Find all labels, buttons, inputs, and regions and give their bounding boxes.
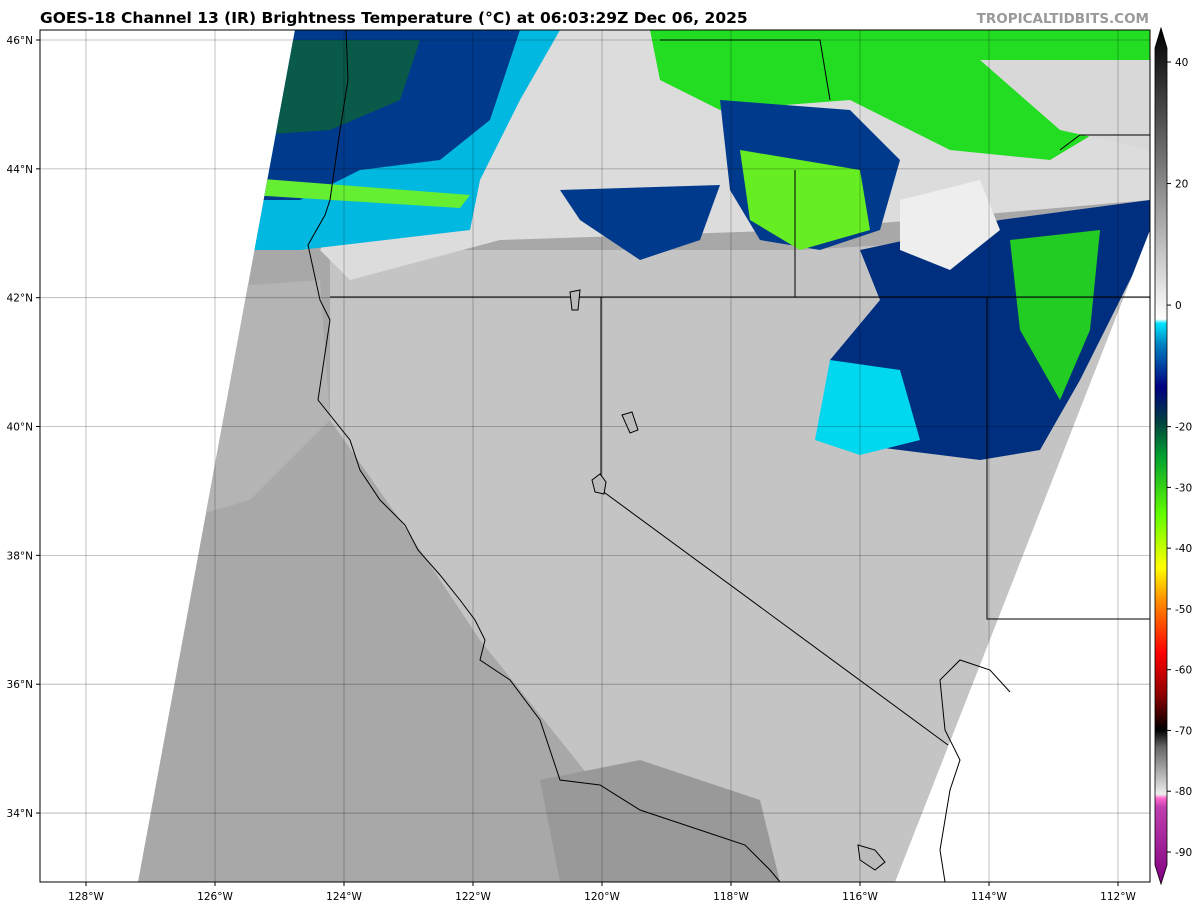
lon-tick-label: 128°W <box>68 891 104 903</box>
colorbar-tick-label: -30 <box>1175 482 1192 494</box>
colorbar-tick-label: -70 <box>1175 725 1192 737</box>
colorbar-tick-label: -60 <box>1175 665 1192 677</box>
lon-tick-label: 124°W <box>326 891 362 903</box>
lat-tick-label: 40°N <box>7 422 33 434</box>
colorbar-tick-label: -80 <box>1175 786 1192 798</box>
lon-tick-label: 118°W <box>713 891 749 903</box>
colorbar-tick-label: 40 <box>1175 57 1188 69</box>
colorbar-tick-label: -50 <box>1175 604 1192 616</box>
colorbar-tick-label: -40 <box>1175 543 1192 555</box>
map-axes: 128°W 126°W 124°W 122°W 120°W 118°W 116°W 114°W… <box>7 35 1137 903</box>
lat-tick-label: 44°N <box>7 164 33 176</box>
lon-tick-label: 112°W <box>1100 891 1136 903</box>
map-title: GOES-18 Channel 13 (IR) Brightness Tempe… <box>40 9 748 27</box>
colorbar-tick-label: 20 <box>1175 179 1188 191</box>
lat-tick-label: 34°N <box>7 808 33 820</box>
lat-tick-label: 46°N <box>7 35 33 47</box>
lat-tick-label: 42°N <box>7 293 33 305</box>
colorbar-tick-label: -20 <box>1175 422 1192 434</box>
lon-tick-label: 116°W <box>842 891 878 903</box>
colorbar-tick-label: -90 <box>1175 847 1192 859</box>
lon-tick-label: 120°W <box>584 891 620 903</box>
lon-tick-label: 114°W <box>971 891 1007 903</box>
coastline <box>307 30 1150 882</box>
satellite-imagery <box>40 30 1150 882</box>
grid-lines <box>40 30 1150 882</box>
lat-tick-label: 38°N <box>7 550 33 562</box>
colorbar-tick-label: 0 <box>1175 300 1182 312</box>
map-frame <box>39 29 1151 883</box>
brand-watermark: TROPICALTIDBITS.COM <box>976 11 1149 27</box>
colorbar: 40 20 0 -20 -30 -40 -50 -60 -70 -80 -90 <box>1154 26 1192 886</box>
lat-tick-label: 36°N <box>7 679 33 691</box>
lakes <box>569 289 886 871</box>
colorbar-scale <box>1154 26 1168 886</box>
lon-tick-label: 126°W <box>197 891 233 903</box>
lon-tick-label: 122°W <box>455 891 491 903</box>
